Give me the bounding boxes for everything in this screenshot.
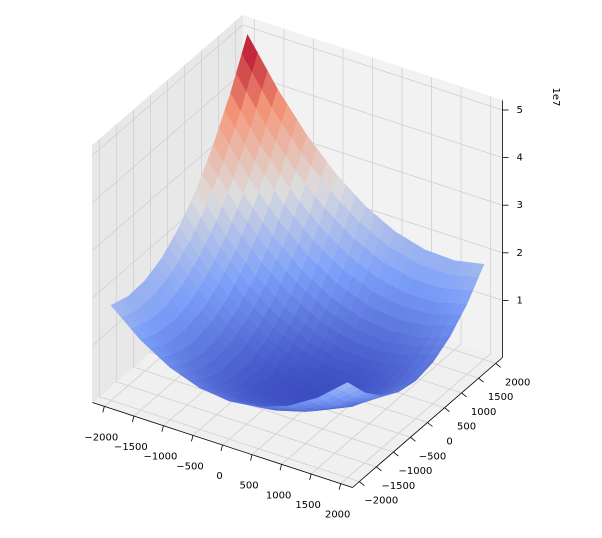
axis-line <box>352 357 503 488</box>
y-tick <box>427 422 433 427</box>
x-tick-label: −500 <box>176 461 203 472</box>
y-tick <box>461 392 467 398</box>
y-tick <box>410 436 416 442</box>
x-tick-label: −1500 <box>114 442 148 453</box>
y-tick-label: −1000 <box>398 466 432 477</box>
y-tick <box>495 363 501 368</box>
grid-line <box>242 24 503 111</box>
y-tick <box>376 466 382 472</box>
z-tick-label: 1 <box>517 295 523 306</box>
x-tick <box>102 406 105 413</box>
z-tick-label: 2 <box>517 248 523 259</box>
y-tick <box>359 481 365 486</box>
grid-line <box>133 366 394 453</box>
grid-line <box>92 72 243 203</box>
x-tick <box>161 425 164 432</box>
x-tick <box>131 415 135 423</box>
surface-patch <box>110 301 128 318</box>
axis-line <box>92 402 353 488</box>
y-tick-label: −500 <box>419 451 446 462</box>
y-tick-label: 500 <box>457 422 476 433</box>
grid-line <box>99 396 360 482</box>
z-tick-label: 4 <box>517 153 523 164</box>
y-tick-label: −2000 <box>364 496 398 507</box>
grid-line <box>92 24 243 156</box>
x-tick <box>220 444 223 452</box>
x-tick <box>191 435 194 442</box>
y-tick-label: −1500 <box>381 481 415 492</box>
y-tick-label: 0 <box>446 437 452 448</box>
x-tick-label: −2000 <box>84 432 118 443</box>
y-tick-label: 2000 <box>505 377 530 388</box>
z-tick-label: 5 <box>517 105 523 116</box>
x-tick-label: 500 <box>239 481 258 492</box>
x-tick-label: −1000 <box>143 452 177 463</box>
x-tick <box>279 464 282 471</box>
grid-line <box>242 72 503 158</box>
y-tick <box>444 407 450 413</box>
x-tick-label: 0 <box>216 471 222 482</box>
x-tick-label: 1000 <box>266 490 291 501</box>
x-tick <box>338 483 342 490</box>
x-tick-label: 1500 <box>295 500 320 511</box>
grid-line <box>116 381 377 468</box>
x-tick-label: 2000 <box>325 510 350 521</box>
y-tick-label: 1500 <box>488 392 513 403</box>
x-tick <box>250 454 253 461</box>
z-offset-label: 1e7 <box>550 88 561 107</box>
y-tick-label: 1000 <box>471 407 496 418</box>
z-tick-label: 3 <box>517 200 523 211</box>
surface-patch <box>337 382 354 392</box>
x-tick <box>309 473 312 481</box>
y-tick <box>478 377 484 383</box>
y-tick <box>393 451 399 457</box>
